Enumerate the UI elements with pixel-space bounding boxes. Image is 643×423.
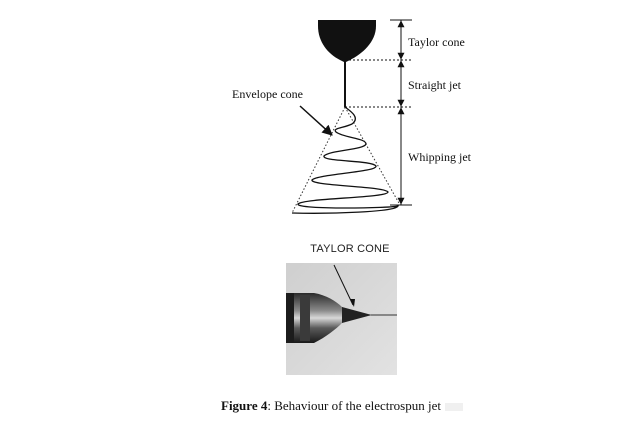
whipping-jet-spiral: [291, 106, 400, 214]
label-straight-jet: Straight jet: [408, 78, 461, 92]
envelope-cone-right: [344, 106, 401, 206]
figure-label: Figure 4: [221, 398, 268, 413]
caption-text: : Behaviour of the electrospun jet: [267, 398, 441, 413]
envelope-pointer-arrow: [299, 105, 333, 136]
label-whipping-jet: Whipping jet: [408, 150, 471, 164]
electrospinning-diagram: [291, 19, 412, 214]
taylor-cone-shape: [318, 20, 376, 62]
figure-caption: Figure 4: Behaviour of the electrospun j…: [221, 398, 463, 414]
taylor-cone-photo: [286, 263, 397, 375]
envelope-cone-left: [291, 106, 346, 214]
label-envelope-cone: Envelope cone: [232, 87, 303, 101]
photo-title: TAYLOR CONE: [310, 243, 390, 255]
redacted-citation: [444, 403, 463, 412]
label-taylor-cone: Taylor cone: [408, 35, 465, 49]
